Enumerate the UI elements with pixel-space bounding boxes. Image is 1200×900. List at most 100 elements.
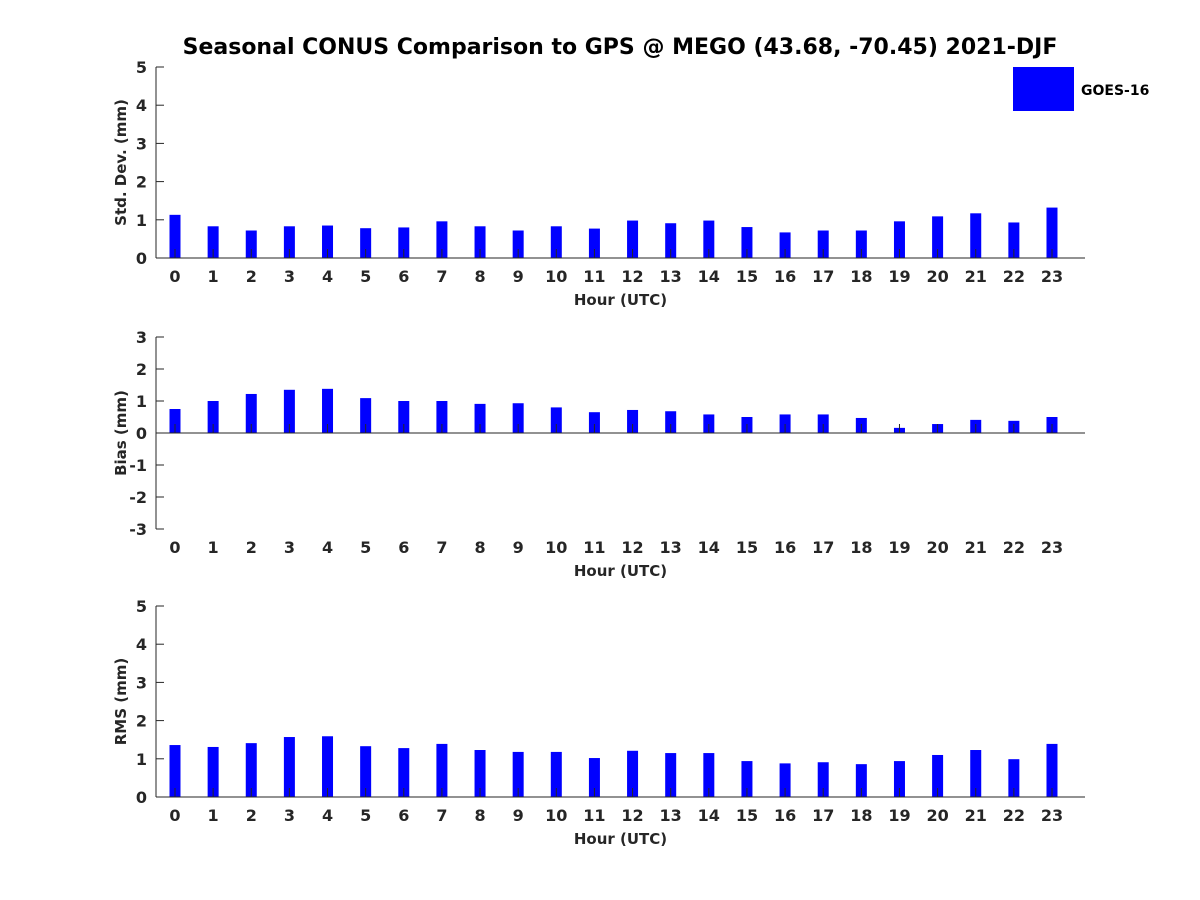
rms-x-tick-label: 15 (736, 806, 758, 825)
rms-x-tick-label: 12 (621, 806, 643, 825)
rms-x-tick-label: 16 (774, 806, 796, 825)
std-dev-x-tick-label: 18 (850, 267, 872, 286)
bias-x-tick-label: 16 (774, 538, 796, 557)
bias-x-tick-label: 22 (1003, 538, 1025, 557)
rms-x-tick-label: 9 (513, 806, 524, 825)
bar-bias-hour-13 (665, 411, 677, 433)
legend-label-goes-16: GOES-16 (1081, 83, 1149, 99)
rms-x-tick-label: 23 (1041, 806, 1063, 825)
bar-std-dev-hour-21 (970, 213, 982, 258)
bar-std-dev-hour-6 (398, 227, 410, 258)
bar-bias-hour-9 (512, 403, 524, 433)
rms-x-tick-label: 8 (474, 806, 485, 825)
bar-std-dev-hour-13 (665, 223, 677, 258)
std-dev-x-tick-label: 21 (965, 267, 987, 286)
rms-x-tick-label: 10 (545, 806, 567, 825)
rms-y-tick-label: 1 (136, 750, 147, 769)
bar-std-dev-hour-4 (322, 225, 334, 258)
bar-bias-hour-4 (322, 388, 334, 433)
bar-rms-hour-16 (779, 763, 791, 797)
std-dev-x-tick-label: 7 (436, 267, 447, 286)
std-dev-x-tick-label: 2 (246, 267, 257, 286)
bar-bias-hour-2 (245, 393, 257, 433)
bias-x-tick-label: 7 (436, 538, 447, 557)
std-dev-x-tick-label: 5 (360, 267, 371, 286)
bias-x-tick-label: 4 (322, 538, 333, 557)
bar-bias-hour-3 (283, 389, 295, 433)
bar-rms-hour-12 (627, 750, 639, 797)
bar-std-dev-hour-0 (169, 214, 181, 258)
std-dev-x-axis-label: Hour (UTC) (574, 291, 667, 309)
std-dev-x-tick-label: 19 (888, 267, 910, 286)
chart-title: Seasonal CONUS Comparison to GPS @ MEGO … (183, 35, 1058, 60)
bar-rms-hour-17 (817, 762, 829, 797)
bias-x-tick-label: 8 (474, 538, 485, 557)
bar-rms-hour-23 (1046, 743, 1058, 797)
bar-std-dev-hour-22 (1008, 222, 1020, 258)
bar-bias-hour-17 (817, 414, 829, 433)
rms-x-tick-label: 13 (660, 806, 682, 825)
bias-x-tick-label: 3 (284, 538, 295, 557)
bar-rms-hour-4 (322, 736, 334, 797)
bias-x-tick-label: 21 (965, 538, 987, 557)
rms-x-tick-label: 14 (698, 806, 720, 825)
bias-y-tick-label: 2 (136, 360, 147, 379)
bias-y-tick-label: 1 (136, 392, 147, 411)
std-dev-x-tick-label: 16 (774, 267, 796, 286)
bar-rms-hour-11 (588, 758, 600, 797)
bar-rms-hour-2 (245, 743, 257, 797)
bias-x-tick-label: 18 (850, 538, 872, 557)
std-dev-y-tick-label: 1 (136, 211, 147, 230)
bar-rms-hour-20 (932, 754, 944, 797)
std-dev-x-tick-label: 4 (322, 267, 333, 286)
std-dev-y-tick-label: 5 (136, 58, 147, 77)
std-dev-x-tick-label: 1 (208, 267, 219, 286)
bar-std-dev-hour-5 (360, 228, 372, 258)
bar-rms-hour-14 (703, 753, 715, 797)
bar-std-dev-hour-12 (627, 220, 639, 258)
rms-x-tick-label: 2 (246, 806, 257, 825)
bar-std-dev-hour-23 (1046, 207, 1058, 258)
std-dev-x-tick-label: 22 (1003, 267, 1025, 286)
bias-x-tick-label: 17 (812, 538, 834, 557)
bias-y-tick-label: 3 (136, 328, 147, 347)
std-dev-x-tick-label: 15 (736, 267, 758, 286)
bar-rms-hour-5 (360, 746, 372, 797)
bar-rms-hour-15 (741, 761, 753, 797)
rms-y-tick-label: 2 (136, 712, 147, 731)
bar-std-dev-hour-10 (550, 226, 562, 258)
bar-std-dev-hour-14 (703, 220, 715, 258)
bar-rms-hour-18 (855, 764, 867, 797)
std-dev-y-axis-label: Std. Dev. (mm) (112, 99, 130, 226)
bias-x-tick-label: 6 (398, 538, 409, 557)
bar-bias-hour-16 (779, 414, 791, 433)
bias-y-axis-label: Bias (mm) (112, 390, 130, 476)
bias-x-tick-label: 2 (246, 538, 257, 557)
bar-std-dev-hour-16 (779, 232, 791, 258)
rms-x-tick-label: 20 (926, 806, 948, 825)
bar-bias-hour-7 (436, 401, 448, 433)
bar-rms-hour-22 (1008, 759, 1020, 797)
bar-rms-hour-10 (550, 751, 562, 797)
bias-x-tick-label: 19 (888, 538, 910, 557)
bar-bias-hour-14 (703, 414, 715, 433)
bar-bias-hour-11 (588, 412, 600, 433)
bar-std-dev-hour-7 (436, 221, 448, 258)
bar-std-dev-hour-9 (512, 230, 524, 258)
bar-rms-hour-13 (665, 753, 677, 797)
rms-x-tick-label: 7 (436, 806, 447, 825)
legend-swatch-goes-16 (1013, 67, 1074, 111)
std-dev-x-tick-label: 12 (621, 267, 643, 286)
std-dev-x-tick-label: 13 (660, 267, 682, 286)
bar-std-dev-hour-11 (588, 228, 600, 258)
std-dev-y-tick-label: 0 (136, 249, 147, 268)
bias-x-tick-label: 15 (736, 538, 758, 557)
bar-rms-hour-7 (436, 743, 448, 797)
bar-rms-hour-6 (398, 748, 410, 797)
bar-bias-hour-8 (474, 403, 486, 433)
bar-std-dev-hour-20 (932, 216, 944, 258)
